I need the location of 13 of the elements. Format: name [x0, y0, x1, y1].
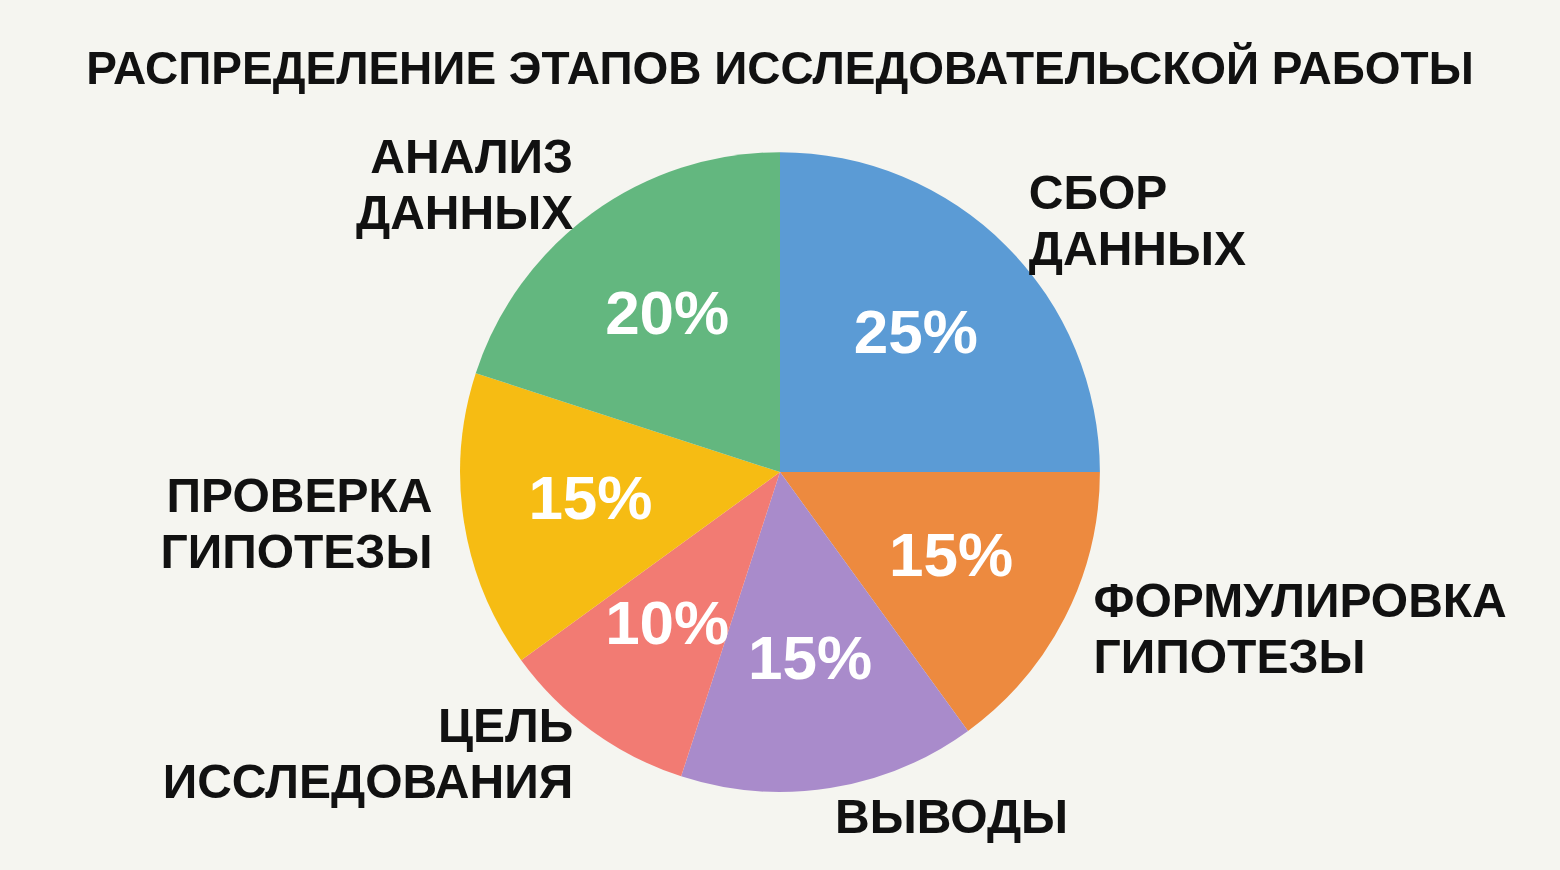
data-label: 20%	[605, 277, 730, 347]
data-label: 15%	[888, 520, 1014, 590]
data-label: 15%	[747, 622, 873, 692]
chart-title: РАСПРЕДЕЛЕНИЕ ЭТАПОВ ИССЛЕДОВАТЕЛЬСКОЙ РАБОТЫ	[86, 42, 1474, 95]
data-label: 25%	[853, 297, 978, 367]
slice-label: СБОР ДАННЫХ	[1028, 165, 1247, 275]
slice-label: ФОРМУЛИРОВКА ГИПОТЕЗЫ	[1093, 574, 1507, 684]
slice-label: ПРОВЕРКА ГИПОТЕЗЫ	[160, 469, 433, 579]
slice-label: АНАЛИЗ ДАННЫХ	[355, 129, 574, 239]
data-label: 15%	[528, 463, 653, 533]
slice-label: ЦЕЛЬ ИССЛЕДОВАНИЯ	[162, 699, 574, 809]
data-label: 10%	[605, 588, 730, 658]
slice-label: ВЫВОДЫ	[835, 789, 1069, 843]
